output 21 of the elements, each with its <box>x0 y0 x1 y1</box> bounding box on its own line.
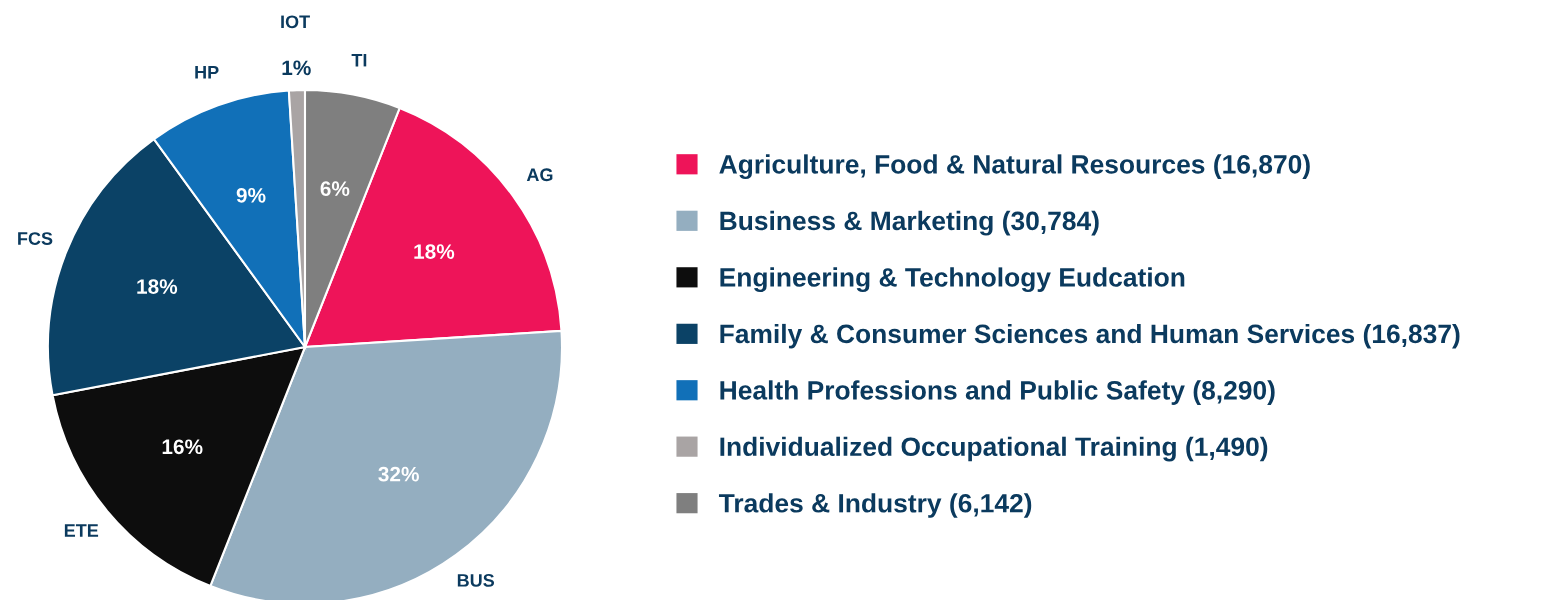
data-label: 9% <box>236 187 266 203</box>
data-label: 32% <box>378 466 419 482</box>
legend-label: Individualized Occupational Training (1,490) <box>720 436 1268 462</box>
text: IOT <box>281 15 310 29</box>
data-label: 16% <box>162 439 203 455</box>
data-label: 6% <box>320 181 350 197</box>
text: FCS <box>18 232 53 245</box>
text: BUS <box>457 574 495 587</box>
text: TI <box>351 53 367 67</box>
text: ETE <box>64 524 99 537</box>
legend-label: Engineering & Technology Eudcation <box>720 267 1185 293</box>
data-label: 18% <box>137 279 178 294</box>
legend-label: Agriculture, Food & Natural Resources (16,870) <box>719 154 1310 180</box>
text: AG <box>526 168 553 182</box>
legend-label: Trades & Industry (6,142) <box>718 493 1032 518</box>
data-label: 1% <box>282 60 311 76</box>
legend-label: Health Professions and Public Safety (8,290) <box>720 380 1275 405</box>
data-label: 18% <box>414 244 455 259</box>
text: HP <box>195 66 219 79</box>
legend-label: Family & Consumer Sciences and Human Services (16,837) <box>720 323 1460 349</box>
legend-label: Business & Marketing (30,784) <box>720 210 1099 236</box>
